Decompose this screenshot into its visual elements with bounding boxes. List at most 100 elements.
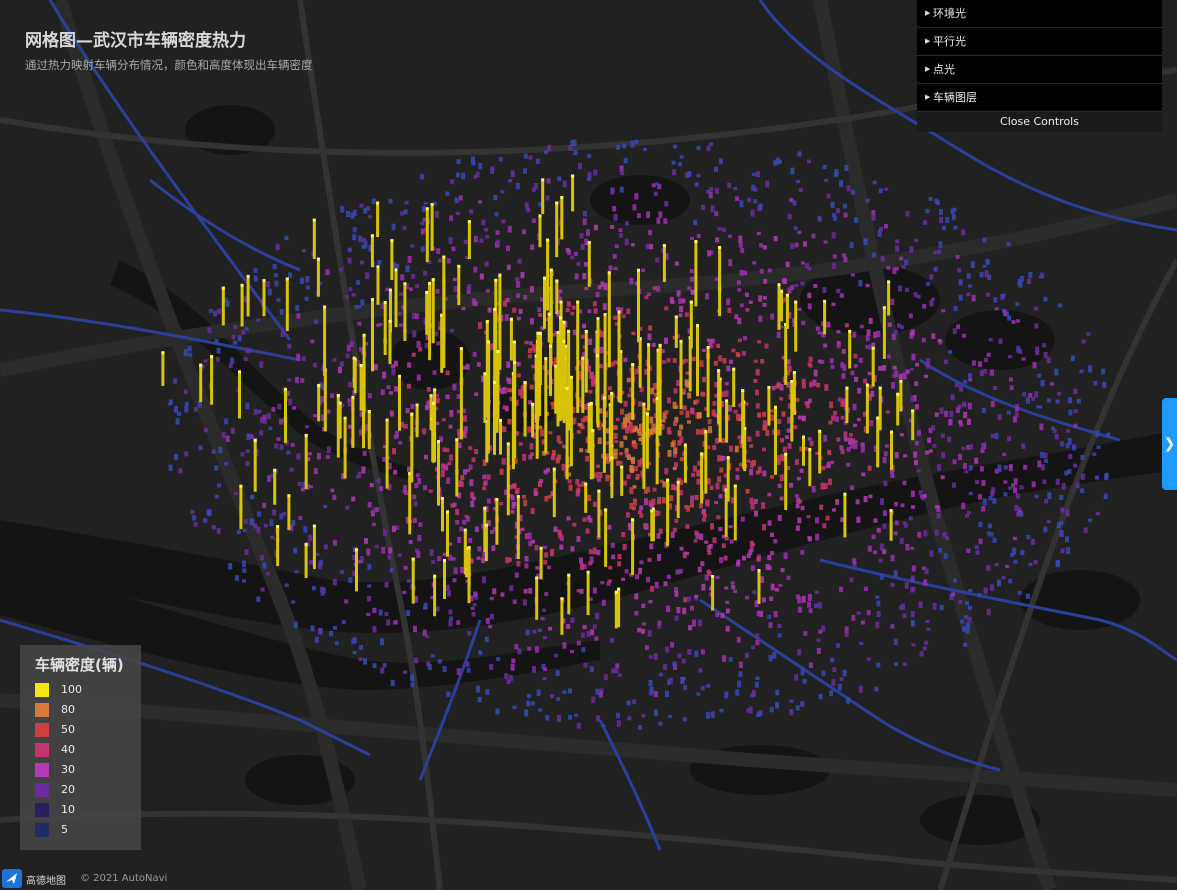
density-cell xyxy=(262,502,267,508)
density-cell xyxy=(786,381,791,388)
density-cell xyxy=(305,425,310,429)
density-cell xyxy=(274,443,279,449)
legend-swatch xyxy=(35,703,49,717)
density-cell xyxy=(887,322,892,327)
density-cell xyxy=(739,270,744,276)
density-cell xyxy=(587,177,591,181)
control-directional-light[interactable]: ▶ 平行光 xyxy=(917,28,1162,56)
density-cell xyxy=(627,716,632,721)
density-cell xyxy=(746,459,751,463)
density-cell xyxy=(879,574,884,580)
control-point-light[interactable]: ▶ 点光 xyxy=(917,56,1162,84)
density-bar xyxy=(890,430,893,470)
density-cell xyxy=(769,409,774,413)
density-cell xyxy=(425,334,430,341)
density-cell xyxy=(682,388,687,393)
density-cell xyxy=(482,576,486,584)
density-cell xyxy=(1043,296,1048,302)
density-cell xyxy=(687,596,692,602)
control-ambient-light[interactable]: ▶ 环境光 xyxy=(917,0,1162,28)
density-cell xyxy=(679,546,684,551)
density-cell xyxy=(228,563,233,570)
density-cell xyxy=(243,357,248,362)
density-cell xyxy=(527,646,532,651)
density-cell xyxy=(542,608,547,612)
density-bar xyxy=(876,416,880,468)
density-cell xyxy=(615,417,620,422)
density-cell xyxy=(568,714,572,720)
density-cell xyxy=(876,528,881,533)
density-cell xyxy=(949,410,954,418)
density-cell xyxy=(372,625,377,633)
density-cell xyxy=(648,655,653,659)
density-cell xyxy=(789,699,794,703)
density-cell xyxy=(1006,242,1011,247)
density-cell xyxy=(961,333,966,338)
density-cell xyxy=(437,659,442,664)
density-cell xyxy=(656,217,661,224)
density-cell xyxy=(677,430,682,437)
density-cell xyxy=(641,603,646,608)
density-cell xyxy=(367,502,372,508)
density-cell xyxy=(776,382,781,387)
density-cell xyxy=(304,296,309,301)
density-cell xyxy=(707,571,712,577)
density-cell xyxy=(709,250,714,255)
density-cell xyxy=(738,661,743,668)
density-cell xyxy=(952,459,957,465)
density-cell xyxy=(556,435,561,443)
density-cell xyxy=(359,429,364,436)
amap-logo-icon xyxy=(2,869,22,888)
density-cell xyxy=(478,652,483,656)
density-cell xyxy=(902,521,907,525)
density-cell xyxy=(849,577,854,583)
density-cell xyxy=(971,360,976,366)
density-cell xyxy=(515,489,519,495)
density-cell xyxy=(532,666,536,673)
attribution-brand[interactable]: 高德地图 xyxy=(26,876,66,887)
density-cell xyxy=(1054,368,1059,376)
density-cell xyxy=(773,539,778,544)
density-cell xyxy=(990,584,995,591)
density-cell xyxy=(452,578,457,583)
density-cell xyxy=(701,204,705,210)
density-cell xyxy=(594,636,599,641)
density-cell xyxy=(1065,536,1069,543)
density-cell xyxy=(527,532,532,540)
density-bar xyxy=(457,264,461,306)
density-cell xyxy=(606,428,610,434)
density-cell xyxy=(499,468,504,475)
density-cell xyxy=(1017,278,1022,286)
density-cell xyxy=(868,344,873,350)
density-cell xyxy=(612,206,617,212)
density-cell xyxy=(769,596,774,601)
density-cell xyxy=(1068,409,1073,416)
density-cell xyxy=(593,308,598,314)
density-cell xyxy=(939,216,944,224)
density-bar xyxy=(549,344,552,396)
side-panel-toggle[interactable]: ❯ xyxy=(1162,398,1177,490)
density-cell xyxy=(588,338,593,345)
density-cell xyxy=(852,403,857,411)
density-cell xyxy=(737,288,742,292)
density-cell xyxy=(843,431,848,439)
close-controls-button[interactable]: Close Controls xyxy=(917,112,1162,132)
density-bar xyxy=(367,410,371,449)
density-cell xyxy=(1043,526,1048,533)
density-cell xyxy=(683,597,688,603)
density-cell xyxy=(606,581,611,586)
density-cell xyxy=(420,246,425,252)
density-bar xyxy=(676,480,680,519)
density-cell xyxy=(1031,481,1036,488)
density-cell xyxy=(1003,480,1008,484)
density-cell xyxy=(641,714,646,718)
density-cell xyxy=(284,583,289,587)
control-vehicle-layer[interactable]: ▶ 车辆图层 xyxy=(917,84,1162,112)
density-bar xyxy=(576,300,580,413)
density-cell xyxy=(964,615,969,619)
density-cell xyxy=(308,534,313,541)
density-bar xyxy=(614,590,618,629)
density-cell xyxy=(482,474,487,480)
density-cell xyxy=(490,530,494,534)
